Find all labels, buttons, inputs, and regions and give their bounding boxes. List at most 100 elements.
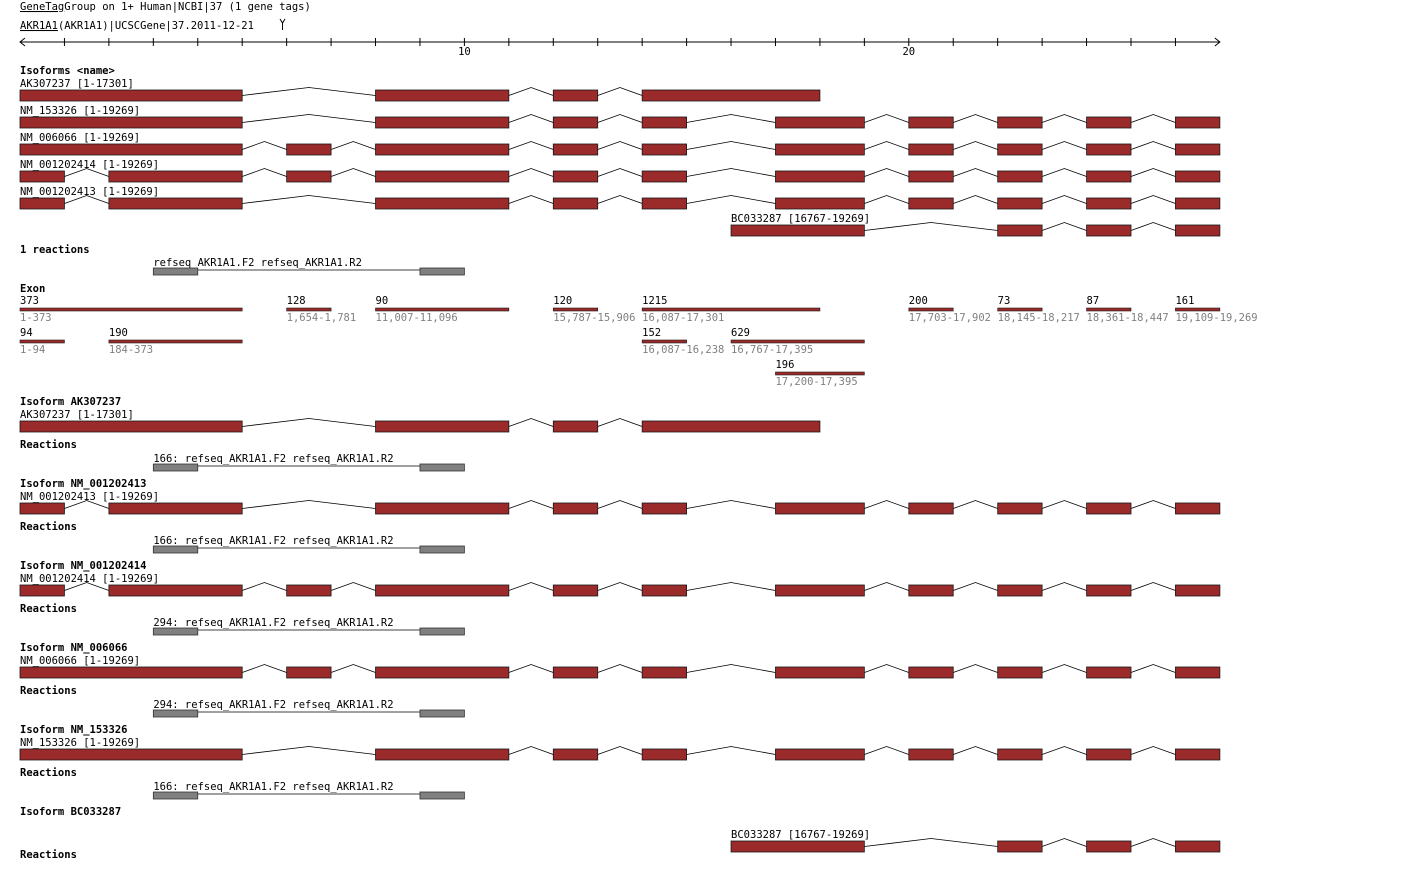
header-line2-rest: (AKR1A1)|UCSCGene|37.2011-12-21 xyxy=(58,20,254,32)
intron-line xyxy=(1130,582,1176,591)
exon-bar xyxy=(1175,307,1221,312)
exon-block xyxy=(19,420,243,433)
reactions-subheading: Reactions xyxy=(20,685,77,697)
intron-line xyxy=(242,114,376,123)
exon-block xyxy=(641,748,687,761)
intron-line xyxy=(508,87,554,96)
exon-bar xyxy=(375,307,510,312)
exon-block xyxy=(1086,748,1132,761)
ruler-left-arrow xyxy=(19,37,26,47)
isoform-track xyxy=(19,195,1221,210)
intron-line xyxy=(64,195,110,204)
genetag-link[interactable]: GeneTag xyxy=(20,1,64,13)
isoform-detail-track xyxy=(19,418,821,433)
exon-block xyxy=(1086,170,1132,183)
exon-block xyxy=(286,143,332,156)
track-label: NM_153326 [1-19269] xyxy=(20,105,140,117)
exon-block xyxy=(375,502,510,515)
exon-bar xyxy=(730,339,865,344)
intron-line xyxy=(864,664,909,673)
intron-line xyxy=(1041,582,1087,591)
exon-block xyxy=(375,89,510,102)
intron-line xyxy=(1130,141,1176,150)
reaction-label: 166: refseq_AKR1A1.F2 refseq_AKR1A1.R2 xyxy=(153,535,393,547)
exon-block xyxy=(730,840,865,853)
exon-block xyxy=(775,170,865,183)
intron-line xyxy=(864,141,909,150)
reactions-subheading: Reactions xyxy=(20,849,77,861)
isoforms-heading: Isoforms <name> xyxy=(20,65,115,77)
isoform-reaction-track: 294: refseq_AKR1A1.F2 refseq_AKR1A1.R2 xyxy=(152,617,465,636)
track-label: NM_001202413 [1-19269] xyxy=(20,186,159,198)
reactions-subheading: Reactions xyxy=(20,603,77,615)
exon-block xyxy=(375,666,510,679)
primer-block xyxy=(152,627,199,636)
intron-line xyxy=(953,582,998,591)
exon-block xyxy=(1086,666,1132,679)
intron-line xyxy=(953,195,998,204)
intron-line xyxy=(508,746,554,755)
exon-range: 16,087-16,238 xyxy=(642,344,724,356)
isoform-track-label: NM_006066 [1-19269] xyxy=(20,655,140,667)
exon-block xyxy=(997,116,1043,129)
isoform-reaction-track: 166: refseq_AKR1A1.F2 refseq_AKR1A1.R2 xyxy=(152,453,465,472)
exon-block xyxy=(997,197,1043,210)
chevron-down-icon[interactable] xyxy=(279,18,286,30)
exon-block xyxy=(375,197,510,210)
exon-bar xyxy=(775,371,865,376)
intron-line xyxy=(686,664,776,673)
intron-line xyxy=(1041,141,1087,150)
isoform-title: Isoform NM_001202414 xyxy=(20,560,146,572)
exon-block xyxy=(997,748,1043,761)
intron-line xyxy=(508,141,554,150)
intron-line xyxy=(64,500,110,509)
exon-block xyxy=(908,748,954,761)
exon-range: 184-373 xyxy=(109,344,153,356)
exon-block xyxy=(375,420,510,433)
exon-block xyxy=(1175,666,1221,679)
exon-block xyxy=(19,170,65,183)
isoform-track-label: BC033287 [16767-19269] xyxy=(731,829,870,841)
reaction-label: 166: refseq_AKR1A1.F2 refseq_AKR1A1.R2 xyxy=(153,453,393,465)
exon-length: 87 xyxy=(1087,295,1100,307)
exon-block xyxy=(1086,584,1132,597)
exon-block xyxy=(775,143,865,156)
isoform-track-label: NM_153326 [1-19269] xyxy=(20,737,140,749)
track-label: NM_001202414 [1-19269] xyxy=(20,159,159,171)
intron-line xyxy=(597,114,643,123)
exon-block xyxy=(552,666,599,679)
isoform-title: Isoform BC033287 xyxy=(20,806,121,818)
isoform-track xyxy=(730,222,1221,237)
exon-block xyxy=(108,502,243,515)
track-label: BC033287 [16767-19269] xyxy=(731,213,870,225)
intron-line xyxy=(1130,746,1176,755)
isoform-title: Isoform NM_001202413 xyxy=(20,478,146,490)
exon-block xyxy=(775,197,865,210)
isoform-detail-track xyxy=(19,582,1221,597)
intron-line xyxy=(242,141,287,150)
exon-block xyxy=(19,502,65,515)
exon-block xyxy=(997,224,1043,237)
exon-block xyxy=(1175,116,1221,129)
exon-range: 1,654-1,781 xyxy=(287,312,357,324)
primer-block xyxy=(419,545,465,554)
header-line1-rest: Group on 1+ Human|NCBI|37 (1 gene tags) xyxy=(64,1,311,13)
intron-line xyxy=(597,664,643,673)
exon-length: 373 xyxy=(20,295,39,307)
exon-range: 1-373 xyxy=(20,312,52,324)
exon-block xyxy=(552,89,599,102)
intron-line xyxy=(1130,195,1176,204)
intron-line xyxy=(508,195,554,204)
exon-block xyxy=(641,502,687,515)
isoform-reaction-track: 294: refseq_AKR1A1.F2 refseq_AKR1A1.R2 xyxy=(152,699,465,718)
exon-block xyxy=(908,143,954,156)
exon-block xyxy=(641,170,687,183)
intron-line xyxy=(1041,195,1087,204)
gene-link[interactable]: AKR1A1 xyxy=(20,20,58,32)
exon-block xyxy=(19,89,243,102)
exon-block xyxy=(908,584,954,597)
intron-line xyxy=(597,168,643,177)
intron-line xyxy=(953,500,998,509)
intron-line xyxy=(1041,664,1087,673)
